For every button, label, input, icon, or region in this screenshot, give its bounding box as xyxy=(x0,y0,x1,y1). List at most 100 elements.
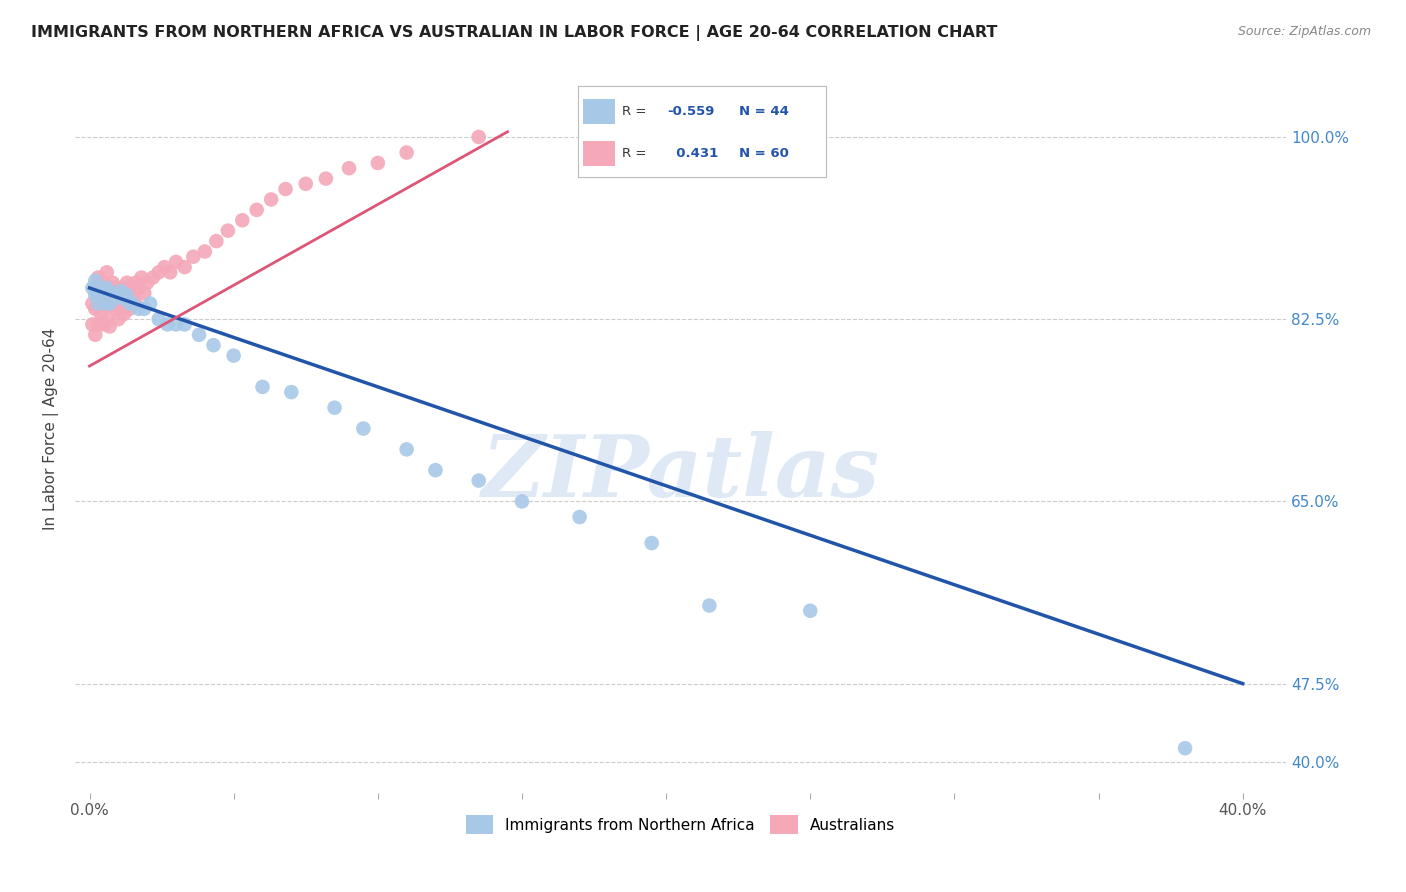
Point xyxy=(98,319,121,334)
Point xyxy=(104,301,127,316)
Point xyxy=(194,244,217,259)
Point xyxy=(87,318,110,332)
Point xyxy=(87,296,110,310)
Point xyxy=(148,265,170,279)
Point xyxy=(124,276,146,290)
Point xyxy=(87,270,110,285)
Point xyxy=(222,349,245,363)
Point xyxy=(90,291,112,305)
Point xyxy=(159,265,181,279)
Point xyxy=(110,284,132,298)
Point xyxy=(260,193,283,207)
Point xyxy=(121,296,143,310)
Point xyxy=(107,288,129,302)
Point xyxy=(104,291,127,305)
Point xyxy=(96,281,118,295)
Point xyxy=(84,327,107,342)
Text: IMMIGRANTS FROM NORTHERN AFRICA VS AUSTRALIAN IN LABOR FORCE | AGE 20-64 CORRELA: IMMIGRANTS FROM NORTHERN AFRICA VS AUSTR… xyxy=(31,25,997,41)
Point xyxy=(367,156,389,170)
Point xyxy=(82,318,104,332)
Point xyxy=(96,265,118,279)
Point xyxy=(131,270,153,285)
Point xyxy=(467,474,489,488)
Point xyxy=(112,291,135,305)
Point xyxy=(395,442,418,457)
Point xyxy=(110,281,132,295)
Point xyxy=(98,288,121,302)
Point xyxy=(134,286,156,301)
Point xyxy=(115,288,138,302)
Point xyxy=(93,284,115,298)
Point xyxy=(274,182,297,196)
Point xyxy=(165,318,187,332)
Y-axis label: In Labor Force | Age 20-64: In Labor Force | Age 20-64 xyxy=(44,327,59,530)
Point xyxy=(337,161,360,176)
Point xyxy=(323,401,346,415)
Point xyxy=(112,307,135,321)
Point xyxy=(246,202,269,217)
Point xyxy=(641,536,664,550)
Point xyxy=(90,281,112,295)
Point xyxy=(217,224,239,238)
Point xyxy=(82,296,104,310)
Point xyxy=(84,274,107,288)
Point xyxy=(93,276,115,290)
Point xyxy=(128,301,150,316)
Point xyxy=(395,145,418,160)
Legend: Immigrants from Northern Africa, Australians: Immigrants from Northern Africa, Austral… xyxy=(460,809,901,840)
Point xyxy=(93,318,115,332)
Point xyxy=(96,286,118,301)
Point xyxy=(142,270,165,285)
Point xyxy=(315,171,337,186)
Point xyxy=(98,296,121,310)
Point xyxy=(84,281,107,295)
Point xyxy=(188,327,211,342)
Point xyxy=(110,301,132,316)
Point xyxy=(202,338,225,352)
Text: Source: ZipAtlas.com: Source: ZipAtlas.com xyxy=(1237,25,1371,38)
Point xyxy=(165,255,187,269)
Point xyxy=(124,296,146,310)
Point xyxy=(115,296,138,310)
Text: ZIPatlas: ZIPatlas xyxy=(481,431,880,514)
Point xyxy=(1174,741,1197,756)
Point xyxy=(93,296,115,310)
Point xyxy=(90,286,112,301)
Point xyxy=(153,260,176,274)
Point xyxy=(98,299,121,313)
Point xyxy=(134,301,156,316)
Point xyxy=(115,276,138,290)
Point xyxy=(101,276,124,290)
Point xyxy=(799,604,821,618)
Point xyxy=(699,599,721,613)
Point xyxy=(118,301,141,316)
Point xyxy=(118,281,141,295)
Point xyxy=(82,281,104,295)
Point xyxy=(280,385,302,400)
Point xyxy=(107,312,129,326)
Point xyxy=(93,288,115,302)
Point xyxy=(90,307,112,321)
Point xyxy=(425,463,447,477)
Point xyxy=(104,281,127,295)
Point xyxy=(87,291,110,305)
Point xyxy=(510,494,533,508)
Point xyxy=(568,510,591,524)
Point xyxy=(136,276,159,290)
Point xyxy=(101,296,124,310)
Point xyxy=(128,281,150,295)
Point xyxy=(101,286,124,301)
Point xyxy=(294,177,316,191)
Point xyxy=(156,318,179,332)
Point xyxy=(148,312,170,326)
Point xyxy=(181,250,204,264)
Point xyxy=(139,296,162,310)
Point xyxy=(107,291,129,305)
Point xyxy=(121,291,143,305)
Point xyxy=(352,421,374,435)
Point xyxy=(205,234,228,248)
Point xyxy=(231,213,253,227)
Point xyxy=(96,296,118,310)
Point xyxy=(173,260,195,274)
Point xyxy=(96,312,118,326)
